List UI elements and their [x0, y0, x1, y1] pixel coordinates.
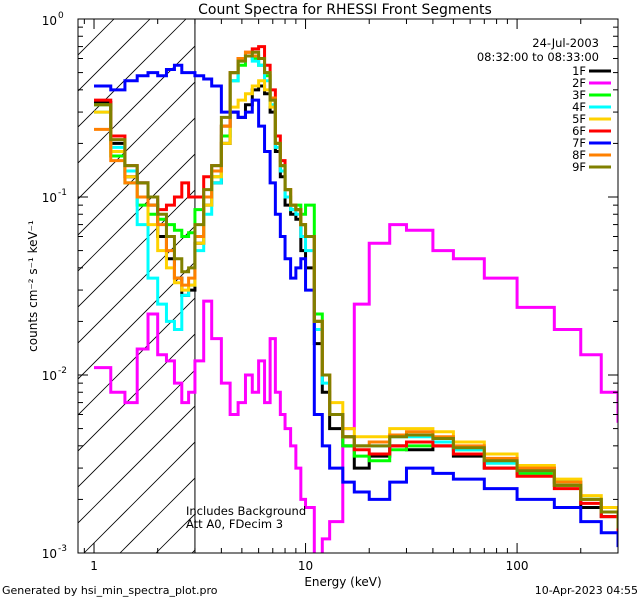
series-line-2F	[94, 223, 618, 553]
legend-label-7F: 7F	[572, 136, 586, 150]
legend-label-6F: 6F	[572, 124, 586, 138]
hatch-line	[78, 117, 195, 236]
chart-title: Count Spectra for RHESSI Front Segments	[198, 2, 492, 18]
legend-label-1F: 1F	[572, 64, 586, 78]
footer-generator: Generated by hsi_min_spectra_plot.pro	[2, 584, 218, 597]
y-tick-label: 10 -3	[42, 544, 67, 561]
y-tick-base: 10	[42, 369, 57, 383]
plot-frame	[77, 18, 619, 554]
legend-label-9F: 9F	[572, 160, 586, 174]
series-line-3F	[94, 54, 618, 529]
series-line-4F	[94, 54, 618, 535]
y-tick-exponent: -3	[58, 544, 67, 554]
hatch-line	[78, 225, 195, 344]
x-tick-labels: 1 10 100	[90, 559, 528, 573]
hatch-line	[83, 441, 195, 553]
hatch-line	[78, 153, 195, 272]
hatch-line	[78, 19, 187, 128]
hatch-line	[78, 81, 195, 200]
legend-label-8F: 8F	[572, 148, 586, 162]
series-line-9F	[94, 50, 618, 529]
hatch-line	[78, 405, 195, 524]
legend-label-5F: 5F	[572, 112, 586, 126]
hatch-line	[78, 369, 195, 488]
hatch-line	[155, 513, 195, 553]
y-tick-exponent: 0	[58, 11, 64, 21]
series-layer	[94, 45, 618, 553]
series-line-7F	[94, 63, 618, 548]
hatch-line	[78, 19, 151, 92]
y-axis-label: counts cm⁻² s⁻¹ keV⁻¹	[26, 220, 40, 352]
hatched-region	[78, 19, 195, 553]
y-tick-label: 10 0	[42, 11, 64, 28]
legend-label-3F: 3F	[572, 88, 586, 102]
y-tick-label: 10 -1	[42, 188, 67, 205]
y-tick-base: 10	[42, 191, 57, 205]
y-tick-exponent: -1	[58, 188, 67, 198]
x-tick-label: 10	[298, 559, 313, 573]
date-label: 24-Jul-2003	[532, 36, 599, 50]
hatch-line	[78, 45, 195, 164]
y-tick-base: 10	[42, 14, 57, 28]
hatch-line	[78, 189, 195, 308]
footer-timestamp: 10-Apr-2023 04:55	[535, 584, 638, 597]
y-tick-exponent: -2	[58, 366, 67, 376]
y-tick-base: 10	[42, 547, 57, 561]
y-tick-label: 10 -2	[42, 366, 67, 383]
annotation-attenuator: Att A0, FDecim 3	[186, 517, 283, 531]
x-axis-label: Energy (keV)	[304, 575, 381, 589]
hatch-line	[78, 261, 195, 380]
time-range-label: 08:32:00 to 08:33:00	[477, 50, 599, 64]
x-tick-label: 1	[90, 559, 98, 573]
annotation-background: Includes Background	[186, 504, 306, 518]
axis-ticks	[78, 18, 619, 554]
x-tick-label: 100	[506, 559, 529, 573]
legend-label-2F: 2F	[572, 76, 586, 90]
legend-label-4F: 4F	[572, 100, 586, 114]
hatch-line	[119, 477, 195, 553]
series-line-6F	[94, 45, 618, 535]
